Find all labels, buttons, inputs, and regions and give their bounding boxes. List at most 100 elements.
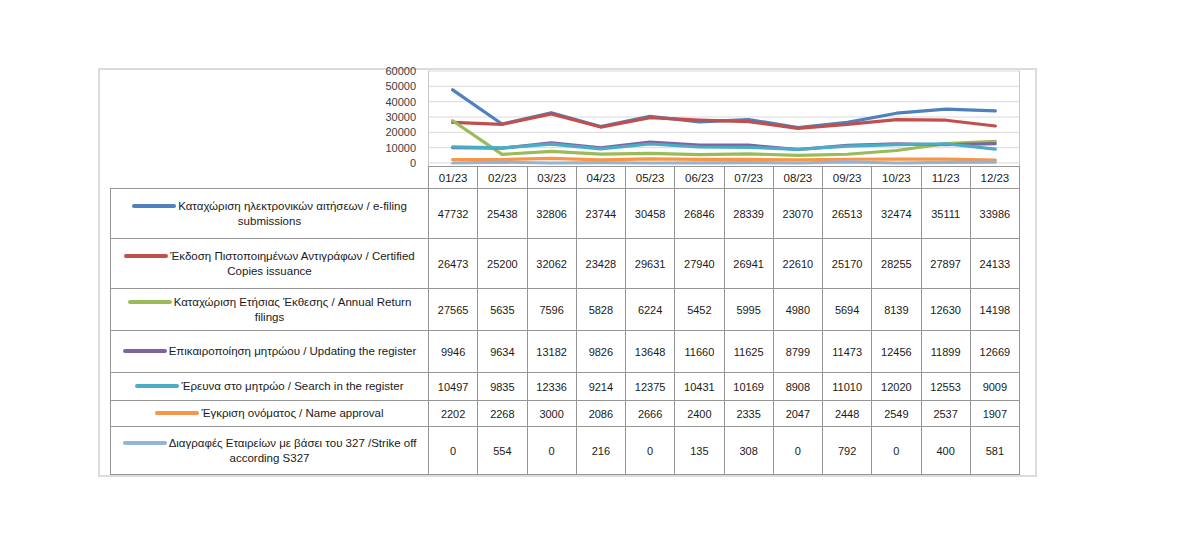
value-cell: 32474 — [872, 189, 921, 239]
value-cell: 9009 — [970, 373, 1019, 401]
value-cell: 32806 — [527, 189, 576, 239]
y-axis-tick-label: 20000 — [385, 126, 416, 138]
month-header-cell: 04/23 — [576, 167, 625, 189]
value-cell: 9946 — [429, 331, 478, 373]
value-cell: 9214 — [576, 373, 625, 401]
value-cell: 5995 — [724, 289, 773, 331]
month-header-cell: 07/23 — [724, 167, 773, 189]
y-axis-tick-label: 40000 — [385, 96, 416, 108]
value-cell: 30458 — [626, 189, 675, 239]
legend-line-icon — [135, 384, 179, 388]
value-cell: 554 — [478, 427, 527, 475]
series-label: Έγκριση ονόματος / Name approval — [201, 407, 383, 419]
value-cell: 0 — [773, 427, 822, 475]
series-label-cell: Επικαιροποίηση μητρώου / Updating the re… — [111, 331, 429, 373]
value-cell: 0 — [429, 427, 478, 475]
y-axis-labels: 6000050000400003000020000100000 — [100, 70, 422, 166]
value-cell: 26473 — [429, 239, 478, 289]
table-row: Έγκριση ονόματος / Name approval22022268… — [111, 401, 1020, 427]
series-line — [453, 114, 996, 128]
value-cell: 23428 — [576, 239, 625, 289]
month-header-cell: 06/23 — [675, 167, 724, 189]
table-row: Καταχώριση Ετήσιας Έκθεσης / Annual Retu… — [111, 289, 1020, 331]
value-cell: 13648 — [626, 331, 675, 373]
value-cell: 8799 — [773, 331, 822, 373]
month-header-cell: 11/23 — [921, 167, 970, 189]
value-cell: 2086 — [576, 401, 625, 427]
month-header-cell: 08/23 — [773, 167, 822, 189]
series-label: Καταχώριση Ετήσιας Έκθεσης / Annual Retu… — [174, 296, 412, 323]
value-cell: 28339 — [724, 189, 773, 239]
value-cell: 27565 — [429, 289, 478, 331]
value-cell: 12456 — [872, 331, 921, 373]
value-cell: 26846 — [675, 189, 724, 239]
value-cell: 33986 — [970, 189, 1019, 239]
legend-line-icon — [132, 204, 176, 208]
month-header-cell: 01/23 — [429, 167, 478, 189]
value-cell: 400 — [921, 427, 970, 475]
value-cell: 11473 — [823, 331, 872, 373]
value-cell: 5828 — [576, 289, 625, 331]
value-cell: 9826 — [576, 331, 625, 373]
value-cell: 13182 — [527, 331, 576, 373]
value-cell: 24133 — [970, 239, 1019, 289]
table-row: Καταχώριση ηλεκτρονικών αιτήσεων / e-fil… — [111, 189, 1020, 239]
value-cell: 216 — [576, 427, 625, 475]
value-cell: 47732 — [429, 189, 478, 239]
value-cell: 29631 — [626, 239, 675, 289]
legend-line-icon — [123, 349, 167, 353]
value-cell: 2335 — [724, 401, 773, 427]
value-cell: 9835 — [478, 373, 527, 401]
value-cell: 2400 — [675, 401, 724, 427]
series-label: Έρευνα στο μητρώο / Search in the regist… — [181, 380, 403, 392]
y-axis-tick-label: 10000 — [385, 142, 416, 154]
value-cell: 27897 — [921, 239, 970, 289]
value-cell: 2537 — [921, 401, 970, 427]
legend-line-icon — [155, 411, 199, 415]
value-cell: 12375 — [626, 373, 675, 401]
value-cell: 1907 — [970, 401, 1019, 427]
y-axis-tick-label: 60000 — [385, 65, 416, 77]
legend-line-icon — [128, 300, 172, 304]
value-cell: 6224 — [626, 289, 675, 331]
table-corner-cell — [111, 167, 429, 189]
value-cell: 2202 — [429, 401, 478, 427]
series-label: Διαγραφές Εταιρείων με βάσει του 327 /St… — [169, 437, 417, 464]
value-cell: 792 — [823, 427, 872, 475]
value-cell: 8139 — [872, 289, 921, 331]
value-cell: 12669 — [970, 331, 1019, 373]
value-cell: 25200 — [478, 239, 527, 289]
value-cell: 10169 — [724, 373, 773, 401]
value-cell: 2448 — [823, 401, 872, 427]
value-cell: 12553 — [921, 373, 970, 401]
value-cell: 3000 — [527, 401, 576, 427]
value-cell: 581 — [970, 427, 1019, 475]
value-cell: 5694 — [823, 289, 872, 331]
series-label-cell: Έρευνα στο μητρώο / Search in the regist… — [111, 373, 429, 401]
value-cell: 135 — [675, 427, 724, 475]
month-header-cell: 10/23 — [872, 167, 921, 189]
y-axis-tick-label: 30000 — [385, 111, 416, 123]
value-cell: 9634 — [478, 331, 527, 373]
value-cell: 25438 — [478, 189, 527, 239]
value-cell: 14198 — [970, 289, 1019, 331]
chart-data-table: 01/2302/2303/2304/2305/2306/2307/2308/23… — [110, 166, 1020, 475]
value-cell: 8908 — [773, 373, 822, 401]
value-cell: 28255 — [872, 239, 921, 289]
data-table-body: Καταχώριση ηλεκτρονικών αιτήσεων / e-fil… — [111, 189, 1020, 475]
series-label-cell: Διαγραφές Εταιρείων με βάσει του 327 /St… — [111, 427, 429, 475]
value-cell: 4980 — [773, 289, 822, 331]
value-cell: 5452 — [675, 289, 724, 331]
value-cell: 26513 — [823, 189, 872, 239]
series-label-cell: Καταχώριση ηλεκτρονικών αιτήσεων / e-fil… — [111, 189, 429, 239]
month-header-row: 01/2302/2303/2304/2305/2306/2307/2308/23… — [111, 167, 1020, 189]
value-cell: 0 — [626, 427, 675, 475]
series-label: Καταχώριση ηλεκτρονικών αιτήσεων / e-fil… — [178, 200, 407, 227]
value-cell: 11625 — [724, 331, 773, 373]
month-header-cell: 05/23 — [626, 167, 675, 189]
value-cell: 11010 — [823, 373, 872, 401]
value-cell: 308 — [724, 427, 773, 475]
value-cell: 32062 — [527, 239, 576, 289]
series-line — [453, 162, 996, 163]
series-label-cell: Καταχώριση Ετήσιας Έκθεσης / Annual Retu… — [111, 289, 429, 331]
